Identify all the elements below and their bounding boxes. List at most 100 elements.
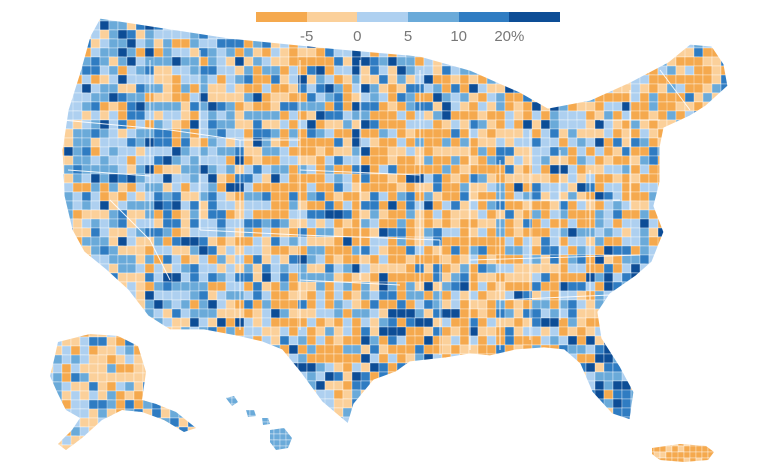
county-cell <box>90 200 101 211</box>
county-cell <box>702 308 713 319</box>
county-cell <box>612 137 623 148</box>
county-cell <box>675 371 691 382</box>
county-cell <box>522 38 533 49</box>
county-cell <box>90 263 101 274</box>
county-cell <box>126 101 137 112</box>
county-cell <box>124 363 135 374</box>
county-cell <box>189 47 200 58</box>
county-cell <box>450 344 461 355</box>
county-cell <box>720 110 728 121</box>
county-cell <box>531 146 542 157</box>
county-cell <box>714 464 720 470</box>
county-cell <box>160 336 171 347</box>
county-cell <box>107 454 116 463</box>
county-cell <box>199 426 208 435</box>
county-cell <box>666 272 677 283</box>
county-cell <box>396 200 407 211</box>
county-cell <box>243 433 251 441</box>
county-cell <box>70 334 86 338</box>
county-cell <box>297 137 308 148</box>
county-cell <box>486 20 497 31</box>
county-cell <box>226 403 230 411</box>
county-cell <box>450 182 461 193</box>
county-cell <box>576 83 587 94</box>
county-cell <box>261 407 272 418</box>
county-cell <box>387 254 398 265</box>
county-cell <box>324 182 335 193</box>
county-cell <box>675 281 686 292</box>
county-cell <box>90 128 101 139</box>
county-cell <box>62 326 65 337</box>
county-cell <box>306 407 322 418</box>
county-cell <box>666 110 677 121</box>
county-cell <box>652 445 655 453</box>
county-cell <box>576 389 592 400</box>
county-cell <box>61 426 72 437</box>
county-cell <box>153 182 164 193</box>
county-cell <box>720 254 728 265</box>
county-cell <box>79 363 90 374</box>
county-cell <box>684 254 700 265</box>
county-cell <box>270 200 281 211</box>
county-cell <box>540 317 551 328</box>
county-cell <box>90 227 101 238</box>
county-cell <box>178 345 189 356</box>
county-cell <box>144 353 155 364</box>
county-cell <box>495 407 511 418</box>
county-cell <box>666 164 682 175</box>
county-cell <box>261 20 277 31</box>
county-cell <box>270 380 286 391</box>
state-border-line <box>199 229 301 236</box>
county-cell <box>292 452 302 458</box>
county-cell <box>405 191 416 202</box>
county-cell <box>63 326 74 337</box>
county-cell <box>151 372 167 383</box>
county-cell <box>162 236 173 247</box>
county-cell <box>61 408 72 419</box>
county-cell <box>333 254 344 265</box>
county-cell <box>270 164 281 175</box>
county-cell <box>106 408 117 419</box>
county-cell <box>666 464 676 470</box>
county-cell <box>180 74 191 85</box>
county-cell <box>684 209 695 220</box>
county-cell <box>477 200 488 211</box>
county-cell <box>297 92 308 103</box>
county-cell <box>169 444 180 450</box>
legend-swatch <box>458 12 510 22</box>
county-cell <box>80 454 94 463</box>
county-cell <box>126 137 137 148</box>
county-cell <box>291 445 292 450</box>
county-cell <box>72 263 88 274</box>
county-cell <box>585 29 596 40</box>
county-cell <box>169 399 185 410</box>
county-cell <box>730 381 739 390</box>
county-cell <box>171 389 182 400</box>
county-cell <box>630 299 641 310</box>
county-cell <box>486 344 497 355</box>
county-cell <box>198 18 214 22</box>
county-cell <box>360 38 371 49</box>
county-cell <box>231 445 239 450</box>
county-cell <box>702 218 713 229</box>
county-cell <box>432 209 443 220</box>
county-cell <box>504 389 520 400</box>
county-cell <box>360 47 371 58</box>
county-cell <box>549 182 560 193</box>
county-cell <box>273 421 281 429</box>
county-cell <box>396 299 407 310</box>
county-cell <box>684 281 700 292</box>
county-cell <box>387 398 403 409</box>
county-cell <box>522 362 533 373</box>
county-cell <box>351 38 362 49</box>
county-cell <box>477 236 488 247</box>
county-cell <box>160 435 171 446</box>
county-cell <box>387 173 398 184</box>
county-cell <box>171 56 182 67</box>
county-cell <box>486 299 497 310</box>
county-cell <box>226 397 233 405</box>
county-cell <box>730 21 744 30</box>
county-cell <box>576 146 587 157</box>
county-cell <box>639 281 650 292</box>
